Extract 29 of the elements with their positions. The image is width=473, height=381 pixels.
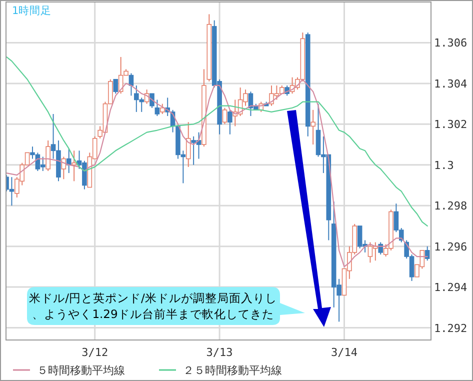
candlestick bbox=[150, 93, 154, 108]
y-tick-label: 1.294 bbox=[434, 281, 468, 294]
y-tick-label: 1.3 bbox=[434, 158, 454, 172]
y-tick-label: 1.298 bbox=[434, 200, 468, 213]
x-tick-label: 3/14 bbox=[330, 346, 358, 359]
y-tick-label: 1.296 bbox=[434, 240, 468, 254]
candlestick bbox=[72, 150, 76, 182]
candlestick bbox=[424, 246, 430, 262]
y-tick-label: 1.302 bbox=[434, 118, 468, 132]
x-tick-label: 3/13 bbox=[206, 346, 233, 359]
y-tick-label: 1.306 bbox=[434, 36, 468, 50]
candlestick bbox=[46, 140, 50, 172]
candlestick bbox=[228, 109, 232, 135]
candlestick bbox=[113, 78, 118, 94]
candlestick bbox=[160, 103, 165, 114]
candlestick bbox=[222, 107, 228, 125]
legend-label: ５時間移動平均線 bbox=[37, 364, 125, 377]
annotation: 米ドル/円と英ポンド/米ドルが調整局面入りし、ようやく1.29ドル台前半まで軟化してきた bbox=[29, 291, 277, 321]
annotation: 1時間足 bbox=[12, 4, 52, 17]
candlestick bbox=[66, 148, 72, 174]
candlestick bbox=[378, 242, 384, 255]
y-tick-label: 1.292 bbox=[434, 322, 468, 335]
candlestick bbox=[154, 99, 160, 117]
candlestick bbox=[310, 109, 316, 146]
y-tick-label: 1.304 bbox=[434, 77, 468, 90]
candlestick bbox=[186, 122, 191, 168]
legend-label: ２５時間移動平均線 bbox=[183, 364, 282, 377]
x-tick-label: 3/12 bbox=[82, 346, 108, 359]
candlestick bbox=[9, 176, 14, 206]
